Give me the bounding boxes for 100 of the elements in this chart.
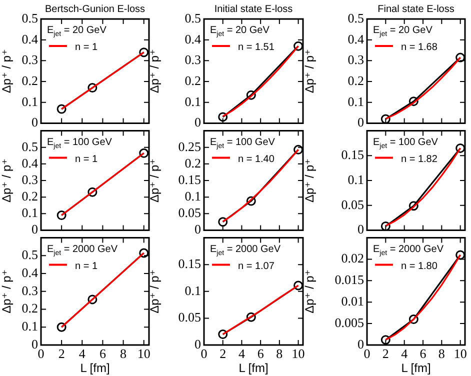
y-tick-label: 0.05 — [341, 196, 364, 212]
point — [139, 248, 149, 258]
legend-label: n = 1.80 — [401, 260, 438, 272]
point — [56, 210, 66, 220]
point — [246, 312, 256, 322]
y-tick-label: 0.3 — [348, 52, 364, 68]
point — [218, 330, 228, 340]
y-axis-title: Δp⁺ / p⁺ — [302, 269, 317, 314]
y-tick-label: 0 — [358, 336, 364, 352]
y-tick-label: 0.3 — [22, 52, 38, 68]
x-axis-title: L [fm] — [80, 361, 110, 376]
x-tick-label: 2 — [382, 346, 389, 362]
y-tick-label: 0.2 — [22, 300, 38, 316]
y-axis-title: Δp⁺ / p⁺ — [0, 269, 14, 314]
y-tick-label: 0 — [32, 114, 38, 130]
point — [56, 322, 66, 332]
x-tick-label: 8 — [120, 346, 127, 362]
y-tick-label: 0 — [32, 336, 38, 352]
y-tick-label: 0.2 — [348, 72, 364, 88]
point — [408, 201, 418, 211]
x-tick-label: 6 — [99, 346, 106, 362]
y-tick-label: 0.05 — [178, 205, 201, 220]
point — [218, 112, 228, 122]
y-tick-label: 0.5 — [22, 247, 38, 262]
y-tick-label: 0 — [194, 336, 201, 352]
y-tick-label: 0.2 — [22, 188, 38, 204]
y-tick-label: 0.15 — [178, 256, 201, 272]
y-tick-label: 0.4 — [184, 31, 202, 46]
point — [139, 48, 149, 58]
x-tick-label: 4 — [78, 346, 86, 362]
y-tick-label: 0.25 — [178, 138, 201, 154]
x-tick-label: 10 — [292, 346, 305, 362]
legend-label: n = 1 — [75, 154, 98, 165]
point — [294, 41, 303, 51]
y-tick-label: 0.2 — [184, 155, 201, 170]
point — [88, 294, 98, 304]
x-tick-label: 8 — [438, 346, 445, 362]
point — [294, 280, 303, 290]
y-tick-label: 0.2 — [22, 72, 38, 88]
point — [456, 52, 465, 62]
point — [294, 144, 303, 154]
legend-label: n = 1.82 — [401, 154, 438, 165]
y-axis-title: Δp⁺ / p⁺ — [0, 158, 14, 203]
y-tick-label: 0.3 — [22, 282, 38, 298]
legend-label: n = 1.07 — [238, 260, 275, 272]
chart-title: Initial state E-loss — [214, 4, 293, 15]
y-tick-label: 0.15 — [341, 147, 364, 162]
y-tick-label: 0.15 — [178, 172, 201, 187]
y-tick-label: 0.1 — [348, 172, 364, 187]
y-tick-label: 0.1 — [22, 205, 38, 220]
x-tick-label: 10 — [454, 346, 467, 362]
y-tick-label: 0.5 — [22, 10, 38, 26]
x-tick-label: 6 — [257, 346, 264, 362]
x-tick-label: 2 — [220, 346, 226, 362]
legend-label: n = 1 — [75, 260, 98, 272]
y-tick-label: 0.005 — [334, 314, 364, 330]
legend-label: n = 1.40 — [238, 154, 275, 165]
chart-title: Final state E-loss — [378, 4, 454, 15]
y-axis-title: Δp⁺ / p⁺ — [148, 269, 162, 314]
y-tick-label: 0.2 — [184, 72, 201, 88]
x-tick-label: 4 — [401, 346, 408, 362]
point — [139, 148, 149, 158]
y-tick-label: 0.1 — [184, 188, 201, 204]
y-tick-label: 0.5 — [22, 138, 38, 154]
x-tick-label: 10 — [137, 346, 150, 362]
y-tick-label: 0.4 — [22, 155, 38, 170]
y-tick-label: 0.4 — [22, 31, 38, 46]
point — [380, 114, 390, 124]
y-tick-label: 0.1 — [184, 94, 201, 109]
legend-label: n = 1 — [75, 42, 98, 53]
x-tick-label: 2 — [58, 346, 65, 362]
y-tick-label: 0.1 — [22, 318, 38, 334]
legend-label: n = 1.68 — [401, 42, 438, 53]
y-tick-label: 0 — [194, 222, 201, 237]
y-tick-label: 0 — [32, 222, 38, 237]
chart-title: Bertsch-Gunion E-loss — [44, 4, 146, 15]
point — [246, 196, 256, 206]
legend-label: n = 1.51 — [238, 42, 275, 53]
y-tick-label: 0.1 — [22, 94, 38, 109]
y-tick-label: 0.5 — [184, 10, 201, 26]
y-axis-title: Δp⁺ / p⁺ — [302, 158, 317, 203]
point — [456, 143, 465, 153]
y-axis-title: Δp⁺ / p⁺ — [148, 49, 162, 94]
y-tick-label: 0.3 — [22, 172, 38, 187]
x-tick-label: 4 — [238, 346, 246, 362]
y-tick-label: 0 — [358, 114, 364, 130]
x-axis-title: L [fm] — [238, 361, 268, 376]
y-axis-title: Δp⁺ / p⁺ — [148, 158, 162, 203]
x-tick-label: 8 — [276, 346, 283, 362]
point — [88, 187, 98, 197]
x-axis-title: L [fm] — [401, 361, 431, 376]
point — [56, 104, 66, 114]
point — [380, 335, 390, 345]
y-tick-label: 0 — [194, 114, 201, 130]
point — [88, 83, 98, 93]
point — [380, 221, 390, 230]
y-axis-title: Δp⁺ / p⁺ — [0, 49, 14, 94]
y-tick-label: 0 — [358, 222, 364, 237]
y-tick-label: 0.015 — [334, 272, 364, 288]
point — [408, 314, 418, 324]
